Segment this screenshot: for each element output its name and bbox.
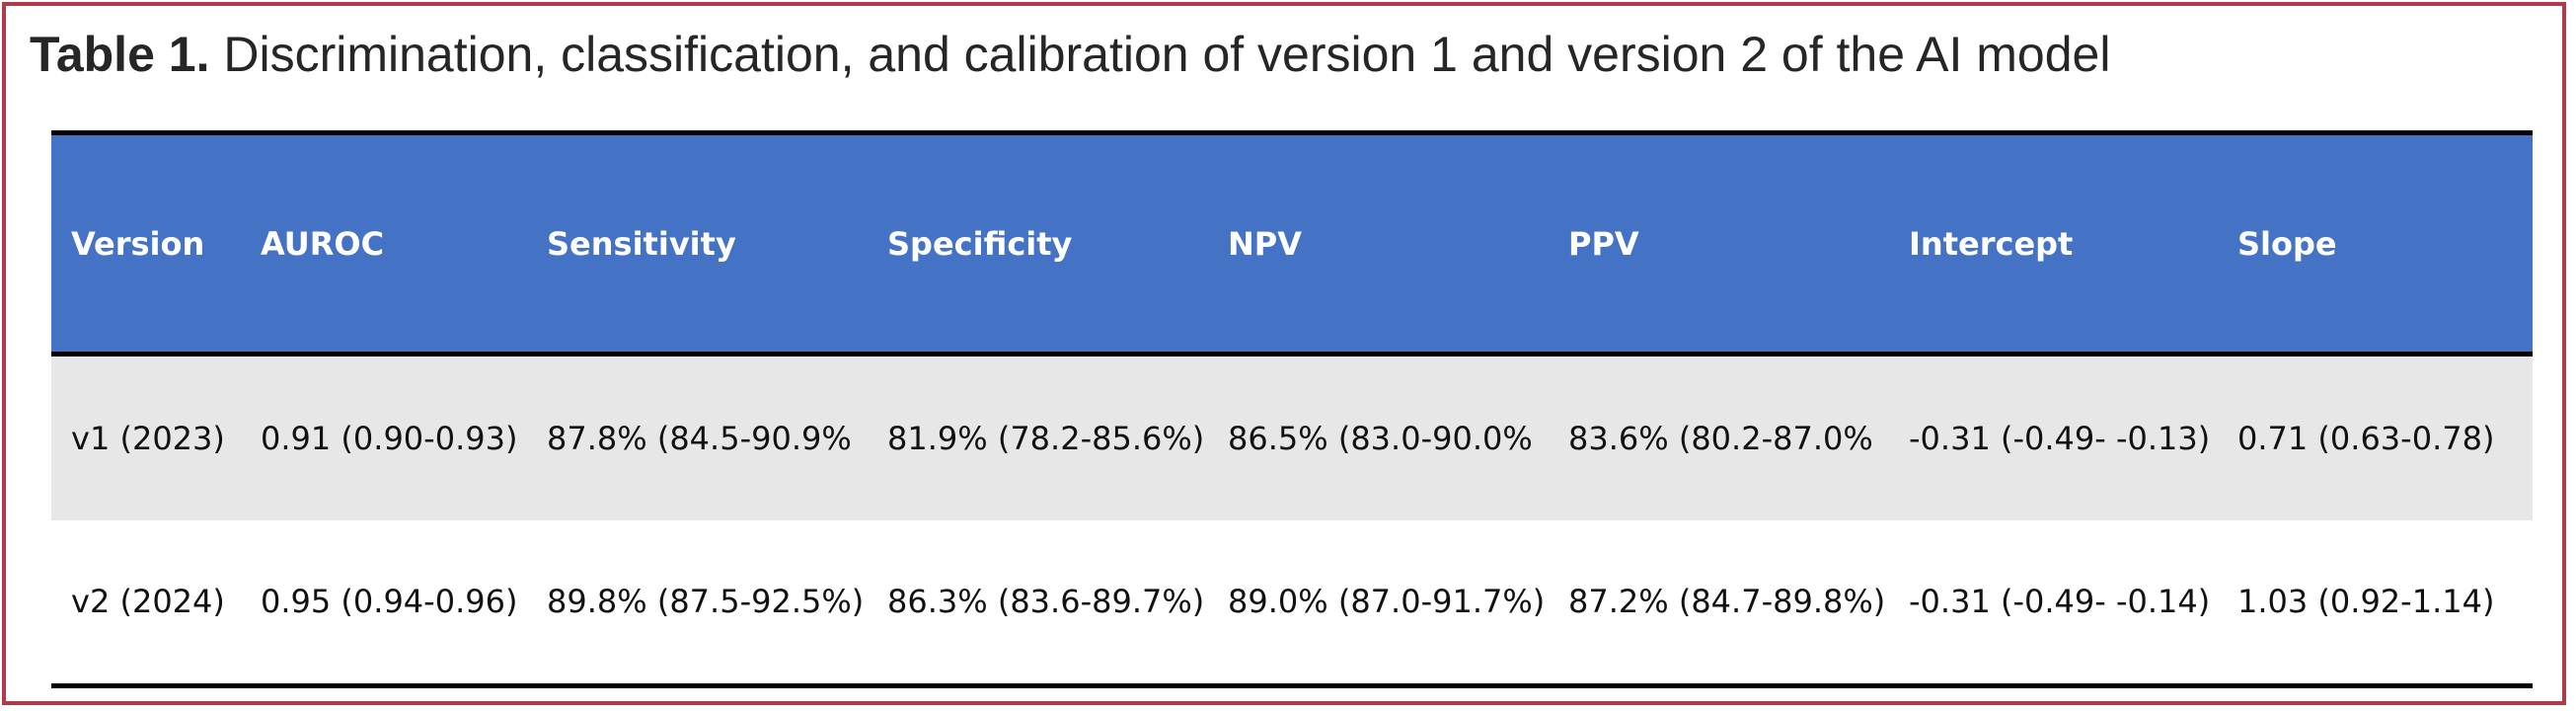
cell-specificity: 81.9% (78.2-85.6%) — [887, 419, 1205, 457]
cell-version: v2 (2024) — [51, 519, 241, 688]
cell-intercept: -0.31 (-0.49- -0.14) — [1889, 519, 2218, 688]
cell-npv: 86.5% (83.0-90.0% — [1228, 419, 1533, 457]
table-title: Table 1. Discrimination, classification,… — [30, 20, 2110, 89]
header-row: Version AUROC Sensitivity Specificity NP… — [51, 130, 2533, 356]
cell-ppv: 83.6% (80.2-87.0% — [1568, 419, 1873, 457]
cell-specificity: 86.3% (83.6-89.7%) — [868, 519, 1208, 688]
cell-sensitivity: 87.8% (84.5-90.9% — [547, 419, 852, 457]
header-intercept: Intercept — [1889, 130, 2218, 356]
header-version: Version — [51, 130, 241, 356]
table-row: v2 (2024) 0.95 (0.94-0.96) 89.8% (87.5-9… — [51, 519, 2533, 688]
header-sensitivity: Sensitivity — [527, 130, 868, 356]
cell-ppv: 87.2% (84.7-89.8%) — [1549, 519, 1889, 688]
table-title-text: Discrimination, classification, and cali… — [209, 27, 2111, 82]
results-table: Version AUROC Sensitivity Specificity NP… — [51, 130, 2533, 688]
header-npv: NPV — [1208, 130, 1549, 356]
cell-slope: 0.71 (0.63-0.78) — [2237, 419, 2495, 457]
header-slope: Slope — [2218, 130, 2533, 356]
table-body: v1 (2023) 0.91 (0.90-0.93) 87.8% (84.5-9… — [51, 354, 2533, 688]
table-row: v1 (2023) 0.91 (0.90-0.93) 87.8% (84.5-9… — [51, 354, 2533, 520]
table-title-label: Table 1. — [30, 27, 210, 82]
cell-auroc: 0.95 (0.94-0.96) — [241, 519, 527, 688]
header-auroc: AUROC — [241, 130, 527, 356]
header-ppv: PPV — [1549, 130, 1889, 356]
header-specificity: Specificity — [868, 130, 1208, 356]
cell-slope: 1.03 (0.92-1.14) — [2218, 519, 2533, 688]
cell-npv: 89.0% (87.0-91.7%) — [1208, 519, 1549, 688]
table-header: Version AUROC Sensitivity Specificity NP… — [51, 130, 2533, 356]
cell-auroc: 0.91 (0.90-0.93) — [261, 419, 518, 457]
cell-version: v1 (2023) — [71, 419, 225, 457]
cell-sensitivity: 89.8% (87.5-92.5%) — [527, 519, 868, 688]
cell-intercept: -0.31 (-0.49- -0.13) — [1909, 419, 2211, 457]
results-table-wrapper: Version AUROC Sensitivity Specificity NP… — [51, 130, 2533, 688]
